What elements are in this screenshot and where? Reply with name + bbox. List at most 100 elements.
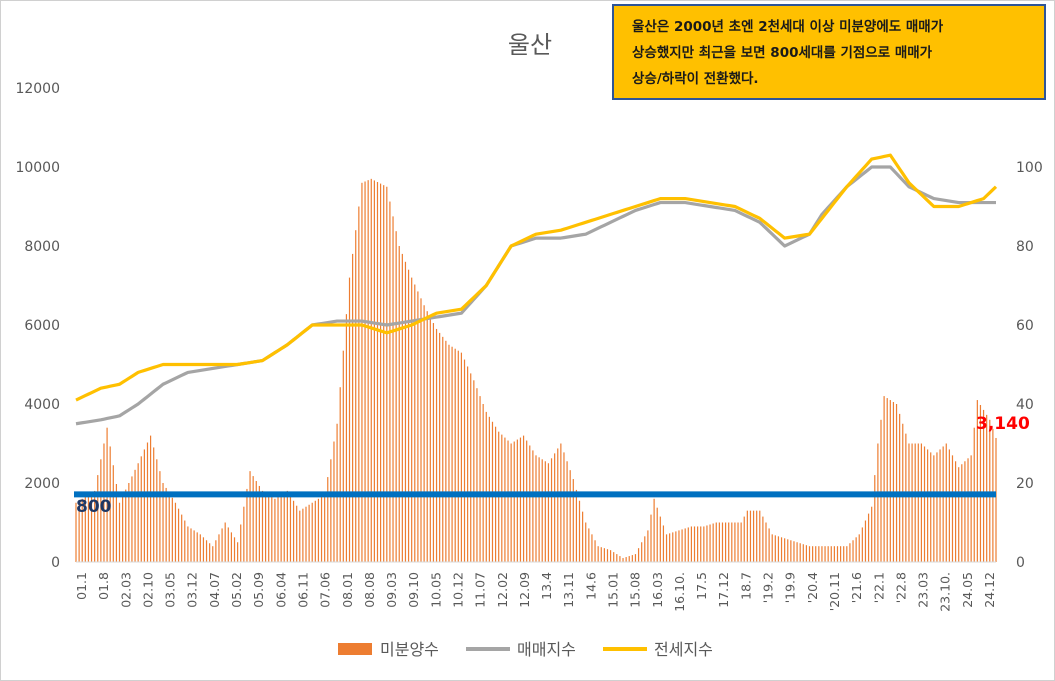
unsold-bar — [292, 500, 295, 562]
x-tick-label: 08.08 — [362, 572, 377, 608]
unsold-bar — [330, 459, 332, 562]
unsold-bar — [286, 490, 288, 562]
unsold-bar — [659, 516, 661, 562]
unsold-bar — [386, 186, 388, 562]
unsold-bar — [168, 492, 170, 563]
unsold-bar — [762, 516, 764, 562]
unsold-bar — [833, 546, 835, 562]
unsold-bar — [311, 502, 313, 562]
unsold-bar — [566, 461, 568, 562]
unsold-bar — [976, 400, 978, 562]
x-tick-label: '22.8 — [893, 572, 908, 603]
x-tick-label: 05.02 — [229, 572, 244, 608]
unsold-bar — [867, 513, 870, 562]
unsold-bar — [280, 494, 282, 562]
left-tick-label: 4000 — [24, 397, 60, 413]
unsold-bar — [908, 443, 910, 562]
unsold-bar — [457, 350, 459, 562]
unsold-bar — [118, 502, 121, 562]
unsold-bar — [724, 522, 727, 562]
unsold-bar — [439, 332, 441, 562]
unsold-bar — [678, 530, 680, 562]
unsold-bar — [454, 348, 456, 562]
x-tick-label: 06.11 — [296, 572, 311, 608]
unsold-bar — [715, 522, 717, 562]
unsold-bar — [740, 522, 742, 562]
unsold-bar — [927, 449, 929, 562]
x-tick-label: '22.1 — [871, 572, 886, 603]
unsold-bar — [920, 443, 923, 562]
unsold-bar — [582, 511, 584, 562]
x-tick-label: '20.11 — [827, 572, 842, 611]
unsold-bar — [824, 546, 826, 562]
unsold-bar — [858, 534, 860, 562]
unsold-bar — [268, 494, 270, 562]
unsold-bar — [575, 489, 578, 562]
unsold-bar — [230, 532, 233, 563]
x-tick-label: 15.01 — [606, 572, 621, 608]
x-tick-label: 18.7 — [738, 572, 753, 600]
unsold-bar — [333, 441, 335, 562]
unsold-bar — [880, 419, 882, 562]
unsold-bar — [989, 419, 991, 562]
unsold-bar — [522, 435, 525, 562]
unsold-bar — [463, 359, 466, 562]
unsold-bar — [470, 373, 472, 562]
annotation-box: 울산은 2000년 초엔 2천세대 이상 미분양에도 매매가 상승했지만 최근을… — [612, 4, 1046, 100]
unsold-bar — [591, 534, 593, 562]
unsold-bar — [967, 458, 969, 562]
unsold-bar — [87, 494, 90, 562]
unsold-bar — [550, 458, 553, 562]
unsold-bar — [665, 534, 668, 562]
unsold-bar — [917, 443, 919, 562]
unsold-bar — [948, 449, 950, 562]
unsold-bar — [460, 352, 463, 562]
unsold-bar — [240, 524, 242, 562]
unsold-bar — [768, 528, 770, 562]
unsold-bar — [510, 443, 512, 562]
unsold-bar — [140, 456, 142, 562]
unsold-bar — [877, 443, 879, 562]
unsold-bar — [252, 476, 254, 562]
unsold-bar — [370, 178, 372, 562]
unsold-bar — [681, 529, 683, 562]
unsold-bar — [324, 494, 326, 562]
unsold-bar — [986, 414, 988, 562]
unsold-bar — [196, 532, 198, 563]
legend: 미분양수 매매지수 전세지수 — [338, 640, 713, 659]
unsold-bar — [277, 496, 279, 562]
unsold-bar — [423, 305, 425, 562]
unsold-bar — [911, 443, 913, 562]
x-tick-label: 16.03 — [650, 572, 665, 608]
x-tick-label: 12.09 — [517, 572, 532, 608]
unsold-bar — [731, 522, 733, 562]
unsold-bar — [905, 433, 907, 563]
unsold-bar — [320, 496, 323, 562]
unsold-bar — [830, 546, 832, 562]
left-tick-label: 6000 — [24, 318, 60, 334]
unsold-bar — [224, 522, 226, 562]
unsold-bar — [951, 455, 954, 562]
x-axis-ticks: 01.1 01.8 02.03 02.10 03.05 03.12 04.07 05.02 05… — [74, 572, 997, 612]
unsold-bar — [125, 489, 127, 562]
unsold-bar — [697, 526, 699, 562]
unsold-bar — [793, 541, 795, 562]
unsold-bar — [933, 455, 935, 562]
unsold-bar — [193, 530, 195, 562]
x-tick-label: 15.08 — [628, 572, 643, 608]
right-tick-label: 0 — [1016, 555, 1025, 571]
chart-title: 울산 — [508, 31, 552, 59]
unsold-bar — [519, 437, 522, 562]
x-tick-label: 16.10. — [672, 572, 687, 612]
unsold-bar — [886, 398, 888, 562]
unsold-bar — [485, 411, 487, 562]
unsold-bar — [426, 311, 428, 562]
unsold-bar — [348, 277, 351, 562]
x-tick-label: 11.07 — [473, 572, 488, 608]
unsold-bar — [895, 404, 898, 562]
unsold-bar — [687, 527, 689, 562]
unsold-bar — [352, 253, 354, 562]
unsold-bar — [473, 380, 475, 562]
unsold-bar — [404, 261, 407, 562]
left-tick-label: 0 — [51, 555, 60, 571]
